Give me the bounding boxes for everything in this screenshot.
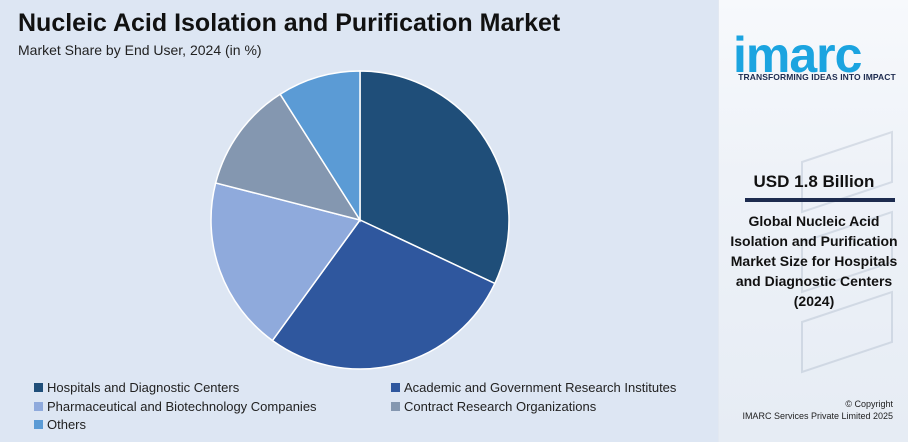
legend-label: Others bbox=[47, 417, 87, 432]
copyright: © Copyright IMARC Services Private Limit… bbox=[719, 398, 908, 422]
pie-slice-5 bbox=[279, 70, 361, 223]
pie-slice-4 bbox=[214, 93, 362, 222]
legend-swatch bbox=[391, 383, 400, 392]
legend-swatch bbox=[34, 383, 43, 392]
pie-slice-3 bbox=[210, 182, 362, 342]
market-size-value: USD 1.8 Billion bbox=[753, 172, 875, 191]
info-sidebar: imarc TRANSFORMING IDEAS INTO IMPACT USD… bbox=[718, 0, 908, 442]
imarc-logo: imarc bbox=[733, 30, 863, 80]
chart-panel: Nucleic Acid Isolation and Purification … bbox=[18, 9, 677, 432]
legend-item-5: Others bbox=[34, 417, 86, 432]
market-size-description: Global Nucleic Acid Isolation and Purifi… bbox=[730, 213, 898, 309]
legend-item-2: Academic and Government Research Institu… bbox=[391, 380, 676, 395]
pie-slice-2 bbox=[271, 219, 496, 370]
pie-chart bbox=[210, 70, 510, 370]
legend-label: Contract Research Organizations bbox=[404, 399, 597, 414]
chart-title: Nucleic Acid Isolation and Purification … bbox=[18, 9, 561, 37]
pie-slice-1 bbox=[359, 70, 510, 285]
logo-text: imarc bbox=[733, 30, 862, 80]
legend-label: Academic and Government Research Institu… bbox=[404, 380, 677, 395]
legend-swatch bbox=[34, 402, 43, 411]
legend-label: Hospitals and Diagnostic Centers bbox=[47, 380, 240, 395]
legend-label: Pharmaceutical and Biotechnology Compani… bbox=[47, 399, 317, 414]
legend-swatch bbox=[34, 420, 43, 429]
legend-swatch bbox=[391, 402, 400, 411]
copyright-line-1: © Copyright bbox=[845, 399, 893, 409]
background-decoration bbox=[801, 130, 893, 374]
logo-tagline: TRANSFORMING IDEAS INTO IMPACT bbox=[738, 72, 896, 82]
copyright-line-2: IMARC Services Private Limited 2025 bbox=[742, 411, 893, 421]
legend-item-3: Pharmaceutical and Biotechnology Compani… bbox=[34, 399, 317, 414]
legend-item-1: Hospitals and Diagnostic Centers bbox=[34, 380, 239, 395]
chart-subtitle: Market Share by End User, 2024 (in %) bbox=[18, 42, 262, 58]
legend-item-4: Contract Research Organizations bbox=[391, 399, 596, 414]
divider bbox=[745, 198, 895, 202]
